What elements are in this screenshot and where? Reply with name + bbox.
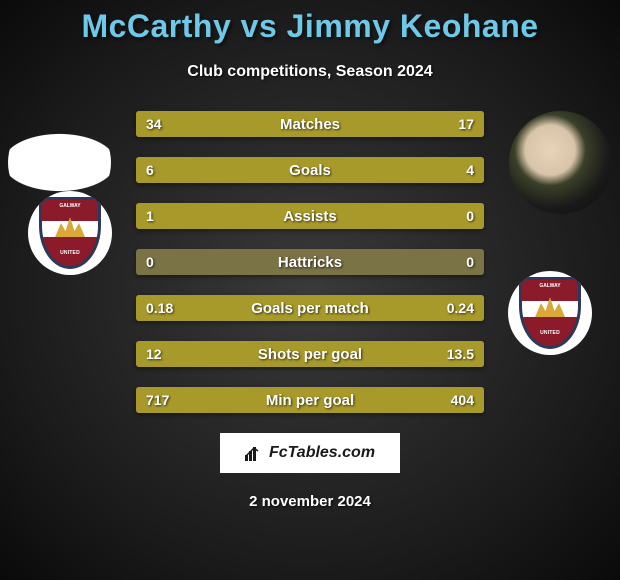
chart-icon [245, 445, 263, 461]
crest-top-text: GALWAY [59, 203, 80, 209]
page-subtitle: Club competitions, Season 2024 [0, 63, 620, 81]
stat-label: Shots per goal [136, 341, 484, 367]
crest-top-text: GALWAY [539, 283, 560, 289]
stat-label: Hattricks [136, 249, 484, 275]
stat-label: Min per goal [136, 387, 484, 413]
player-right-crest: GALWAY UNITED [508, 271, 592, 355]
player-right-avatar [509, 111, 612, 214]
stat-row: 64Goals [136, 157, 484, 183]
stat-row: 00Hattricks [136, 249, 484, 275]
stat-row: 3417Matches [136, 111, 484, 137]
club-crest-icon: GALWAY UNITED [39, 197, 101, 269]
stat-label: Matches [136, 111, 484, 137]
crest-bottom-text: UNITED [540, 331, 560, 336]
stat-row: 0.180.24Goals per match [136, 295, 484, 321]
footer-brand-text: FcTables.com [269, 444, 375, 462]
page-title: McCarthy vs Jimmy Keohane [0, 0, 620, 45]
footer-date: 2 november 2024 [0, 493, 620, 510]
stat-row: 717404Min per goal [136, 387, 484, 413]
player-left-crest: GALWAY UNITED [28, 191, 112, 275]
stat-label: Goals [136, 157, 484, 183]
footer-brand-badge: FcTables.com [220, 433, 400, 473]
stat-label: Goals per match [136, 295, 484, 321]
comparison-panel: GALWAY UNITED GALWAY UNITED 3417Matches 6… [0, 111, 620, 413]
stat-bars: 3417Matches 64Goals 10Assists 00Hattricks 0.… [136, 111, 484, 413]
avatar-photo-icon [509, 111, 612, 214]
stat-row: 10Assists [136, 203, 484, 229]
stat-label: Assists [136, 203, 484, 229]
stat-row: 1213.5Shots per goal [136, 341, 484, 367]
crest-bottom-text: UNITED [60, 251, 80, 256]
club-crest-icon: GALWAY UNITED [519, 277, 581, 349]
